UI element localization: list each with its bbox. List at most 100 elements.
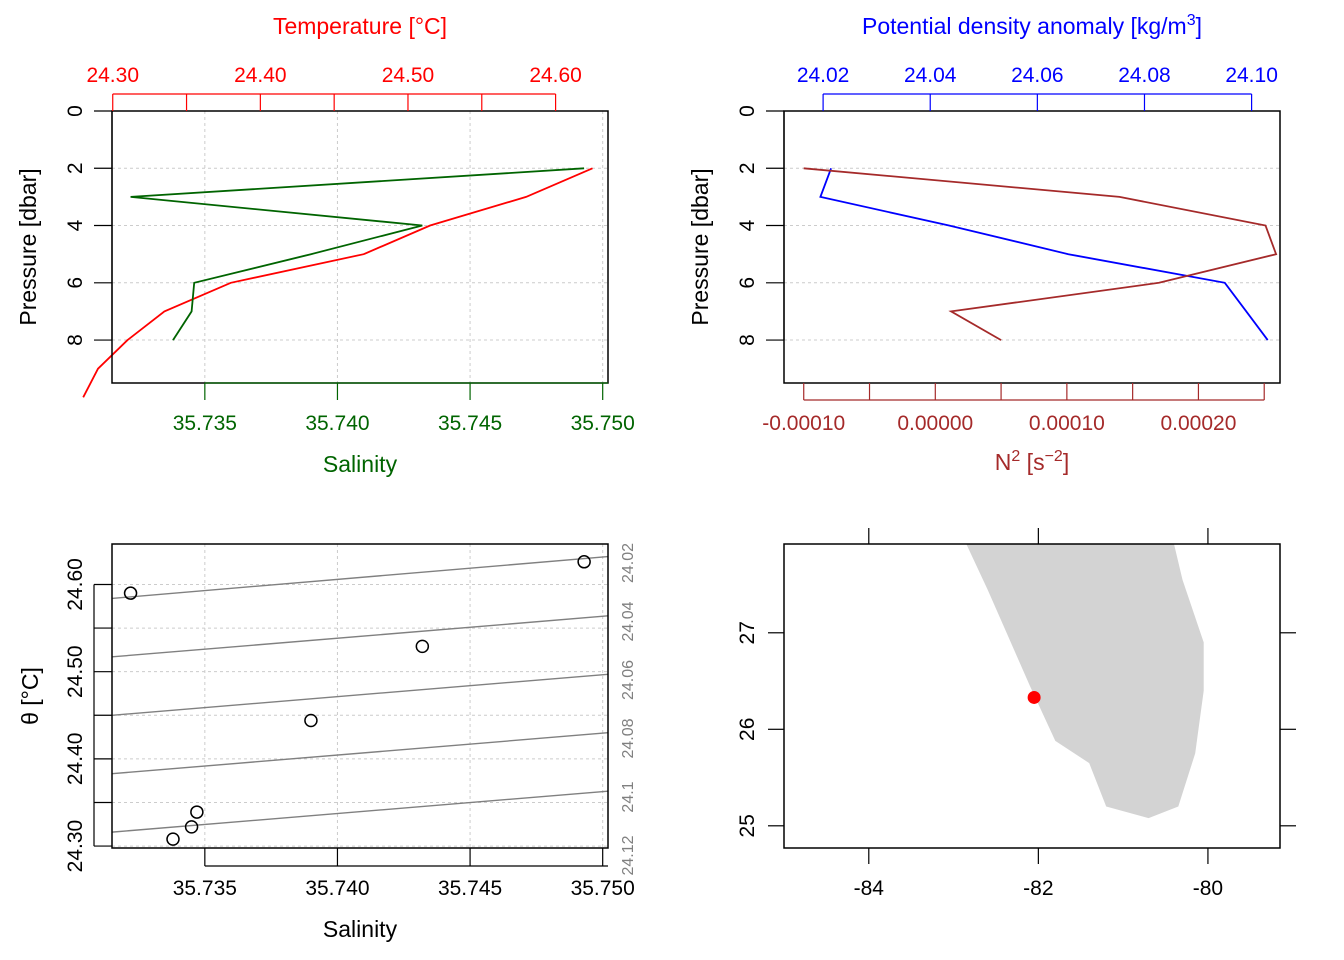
- florida-landmass: [966, 544, 1204, 819]
- panel-ts-diagram: 35.735 35.740 35.745 35.750 24.30 24.40 24.50…: [17, 543, 637, 942]
- p1-temperature-tick-label: 24.30: [86, 64, 139, 87]
- p3-salinity-tick-label: 35.750: [571, 877, 635, 900]
- p3-isopycnal-label: 24.08: [620, 718, 637, 758]
- p3-salinity-tick-label: 35.740: [305, 877, 369, 900]
- p2-pressure-tick-label: 6: [736, 277, 759, 289]
- p2-n2-title: N2 [s−2]: [995, 448, 1069, 475]
- p3-theta-title: θ [°C]: [17, 667, 43, 725]
- p4-latitude-tick-label: 25: [736, 814, 759, 837]
- p3-theta-tick-label: 24.30: [64, 820, 87, 873]
- p3-ts-point: [304, 713, 318, 728]
- p2-density-title: Potential density anomaly [kg/m3]: [862, 12, 1202, 39]
- p3-salinity-tick-label: 35.745: [438, 877, 502, 900]
- p3-theta-tick-label: 24.50: [64, 645, 87, 698]
- p3-ts-point: [166, 832, 180, 846]
- p3-plot-frame: [111, 543, 609, 849]
- p2-density-tick-label: 24.04: [904, 64, 957, 87]
- p4-map-frame: [783, 543, 1281, 849]
- p2-pressure-tick-label: 4: [736, 219, 759, 231]
- p1-salinity-line: [130, 167, 585, 341]
- p2-series-lines: [803, 167, 1278, 341]
- p2-pressure-title: Pressure [dbar]: [687, 168, 713, 325]
- p1-salinity-title: Salinity: [323, 451, 398, 477]
- p2-density-line: [819, 167, 1269, 341]
- p2-pressure-tick-label: 0: [736, 105, 759, 117]
- p4-longitude-tick-label: -80: [1193, 877, 1223, 900]
- p1-temperature-tick-label: 24.40: [234, 64, 287, 87]
- p3-salinity-tick-label: 35.735: [173, 877, 237, 900]
- p1-salinity-tick-label: 35.735: [173, 412, 237, 435]
- p1-pressure-tick-label: 0: [64, 105, 87, 117]
- p1-series-lines: [82, 167, 593, 398]
- p2-gridlines: [784, 110, 1280, 341]
- p4-latitude-axis: 25 26 27: [736, 621, 1296, 837]
- p1-pressure-title: Pressure [dbar]: [15, 168, 41, 325]
- p3-theta-tick-label: 24.60: [64, 558, 87, 611]
- p4-longitude-axis: -84 -82 -80: [854, 528, 1223, 900]
- p3-isopycnal-line: [111, 673, 609, 716]
- p3-isopycnal-label: 24.1: [620, 781, 637, 812]
- p2-n2-axis: -0.00010 0.00000 0.00010 0.00020: [762, 383, 1265, 435]
- panel-location-map: -84 -82 -80 25 26 27: [736, 528, 1296, 900]
- p1-salinity-axis: 35.735 35.740 35.745 35.750: [173, 382, 635, 435]
- p3-isopycnal-labels: 24.02 24.04 24.06 24.08 24.1 24.12: [620, 543, 637, 876]
- p1-pressure-tick-label: 2: [64, 162, 87, 174]
- p3-isopycnal-label: 24.02: [620, 543, 637, 583]
- p1-pressure-tick-label: 4: [64, 219, 87, 231]
- p3-ts-point: [577, 555, 591, 569]
- p4-latitude-tick-label: 27: [736, 621, 759, 644]
- p3-isopycnal-label: 24.06: [620, 660, 637, 700]
- p4-latitude-tick-label: 26: [736, 718, 759, 741]
- p2-pressure-tick-label: 8: [736, 334, 759, 346]
- p2-density-tick-label: 24.06: [1011, 64, 1064, 87]
- p2-pressure-axis: 0 2 4 6 8: [736, 105, 785, 346]
- p1-temperature-tick-label: 24.60: [529, 64, 582, 87]
- p3-isopycnal-line: [111, 790, 609, 833]
- p3-ts-point: [184, 820, 199, 834]
- p2-n2-tick-label: 0.00020: [1160, 412, 1236, 435]
- p1-plot-frame: [111, 110, 609, 384]
- p1-salinity-tick-label: 35.740: [305, 412, 369, 435]
- p2-density-tick-label: 24.02: [797, 64, 850, 87]
- p4-longitude-tick-label: -82: [1023, 877, 1053, 900]
- p1-temperature-title: Temperature [°C]: [273, 13, 447, 39]
- panel-density-n2: 0 2 4 6 8 24.02 24.04 24.06 24.08 24.10 -0.00010…: [687, 12, 1281, 475]
- p3-salinity-title: Salinity: [323, 916, 398, 942]
- station-marker: [1027, 690, 1041, 704]
- p2-density-tick-label: 24.08: [1118, 64, 1171, 87]
- p3-ts-point: [190, 805, 204, 819]
- p1-pressure-axis: 0 2 4 6 8: [64, 105, 113, 346]
- p1-temperature-line: [82, 167, 593, 398]
- p2-density-tick-label: 24.10: [1225, 64, 1278, 87]
- p1-temperature-tick-label: 24.50: [382, 64, 435, 87]
- p1-gridlines: [112, 110, 608, 383]
- p1-temperature-axis: 24.30 24.40 24.50 24.60: [86, 64, 582, 111]
- p3-theta-axis: 24.30 24.40 24.50 24.60: [64, 558, 112, 872]
- p3-isopycnal-line: [111, 555, 609, 600]
- p2-density-axis: 24.02 24.04 24.06 24.08 24.10: [797, 64, 1278, 111]
- p3-isopycnals: [111, 555, 609, 833]
- p1-salinity-tick-label: 35.745: [438, 412, 502, 435]
- p4-longitude-tick-label: -84: [854, 877, 885, 900]
- p3-points: [123, 555, 591, 846]
- p1-pressure-tick-label: 8: [64, 334, 87, 346]
- p3-salinity-axis: 35.735 35.740 35.745 35.750: [173, 848, 635, 900]
- p3-isopycnal-label: 24.04: [620, 601, 637, 641]
- p3-ts-point: [123, 586, 138, 600]
- p3-theta-tick-label: 24.40: [64, 733, 87, 786]
- p2-n2-tick-label: 0.00000: [897, 412, 973, 435]
- p2-n2-tick-label: 0.00010: [1029, 412, 1105, 435]
- p3-gridlines: [112, 544, 608, 848]
- p3-ts-point: [415, 639, 430, 654]
- p2-n2-line: [803, 167, 1278, 341]
- p1-pressure-tick-label: 6: [64, 277, 87, 289]
- p2-plot-frame: [783, 110, 1281, 384]
- p3-isopycnal-line: [111, 732, 609, 775]
- p3-isopycnal-line: [111, 615, 609, 658]
- p1-salinity-tick-label: 35.750: [571, 412, 635, 435]
- p2-pressure-tick-label: 2: [736, 162, 759, 174]
- p2-n2-tick-label: -0.00010: [762, 412, 845, 435]
